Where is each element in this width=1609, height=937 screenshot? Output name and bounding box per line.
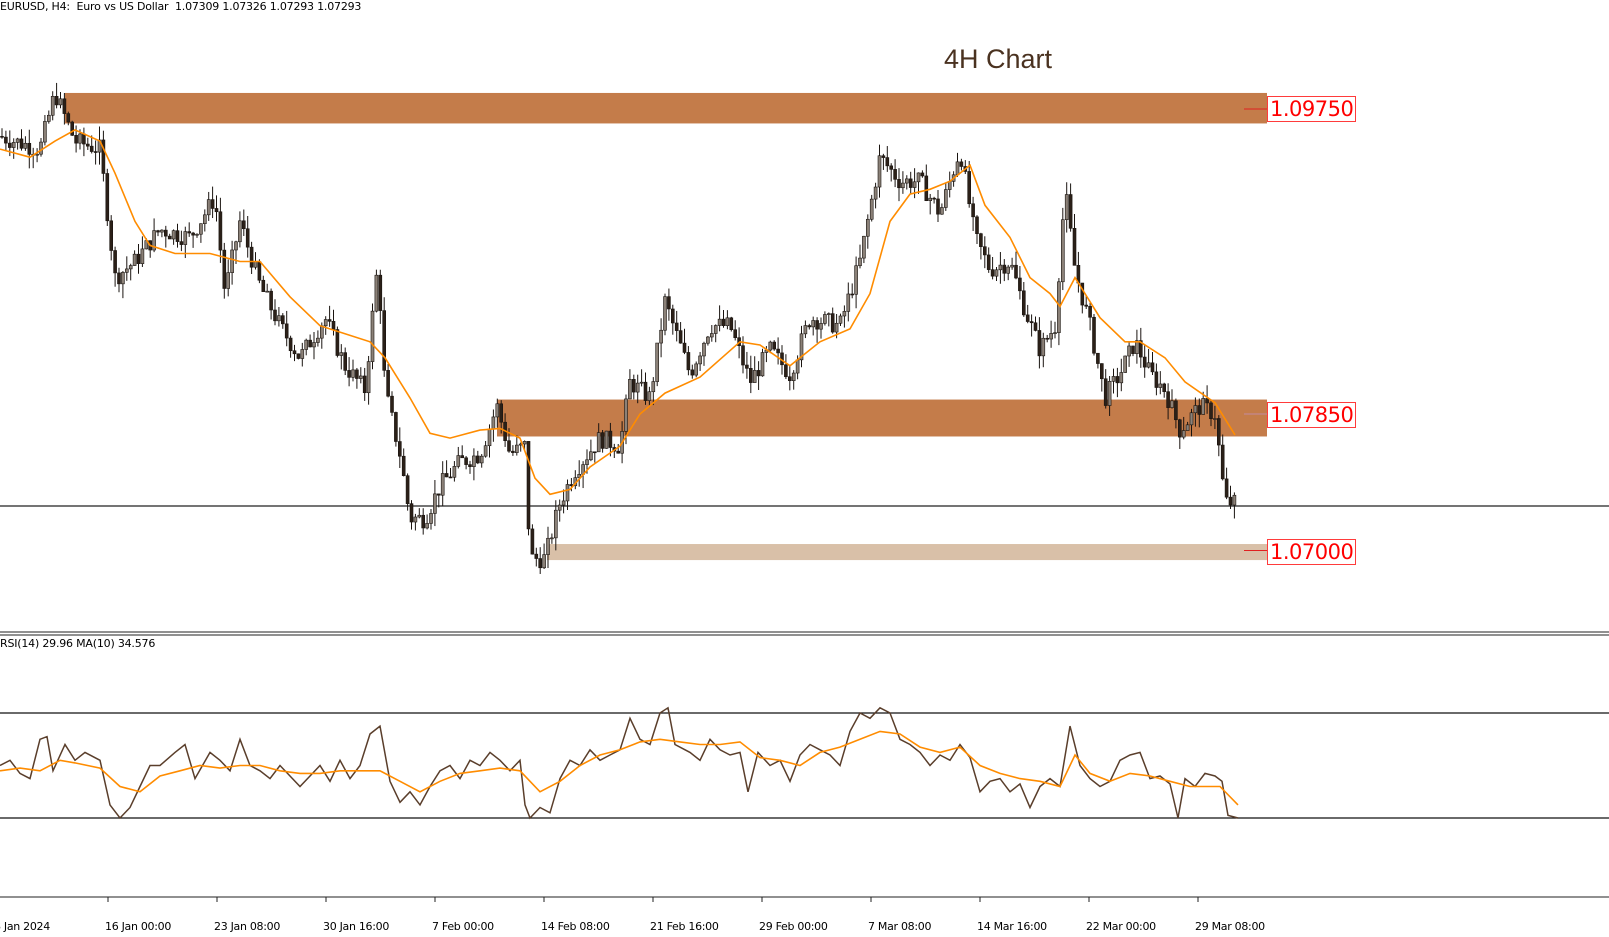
time-axis-label: 29 Mar 08:00 (1195, 920, 1265, 933)
time-axis-label: 23 Jan 08:00 (214, 920, 281, 933)
level-zone-1-09750[interactable] (65, 92, 1267, 124)
level-tick-lines (1244, 108, 1267, 551)
time-axis-label: 14 Mar 16:00 (977, 920, 1047, 933)
candlesticks (0, 82, 1237, 574)
time-axis-label: 29 Feb 00:00 (759, 920, 828, 933)
level-zone-1-07000[interactable] (547, 544, 1267, 561)
time-axis-label: 8 Jan 2024 (0, 920, 50, 933)
time-axis-label: 7 Feb 00:00 (432, 920, 494, 933)
time-axis-label: 7 Mar 08:00 (868, 920, 932, 933)
price-tag-1-07000[interactable]: 1.07000 (1267, 539, 1357, 565)
time-axis-label: 30 Jan 16:00 (323, 920, 390, 933)
rsi-ma-line (0, 730, 1239, 806)
rsi-indicator-label: RSI(14) 29.96 MA(10) 34.576 (0, 637, 156, 650)
price-tag-1-07850[interactable]: 1.07850 (1267, 402, 1357, 428)
level-zone-1-07850[interactable] (497, 399, 1267, 437)
time-axis-label: 21 Feb 16:00 (650, 920, 719, 933)
chart-title: 4H Chart (944, 44, 1053, 74)
symbol-header: EURUSD, H4: Euro vs US Dollar 1.07309 1.… (0, 0, 362, 13)
time-axis-ticks (107, 897, 1199, 902)
rsi-line (0, 706, 1239, 820)
time-axis-label: 22 Mar 00:00 (1086, 920, 1156, 933)
time-axis-label: 16 Jan 00:00 (105, 920, 172, 933)
time-axis-label: 14 Feb 08:00 (541, 920, 610, 933)
price-tag-1-09750[interactable]: 1.09750 (1267, 96, 1357, 122)
moving-average-line (0, 129, 1236, 496)
